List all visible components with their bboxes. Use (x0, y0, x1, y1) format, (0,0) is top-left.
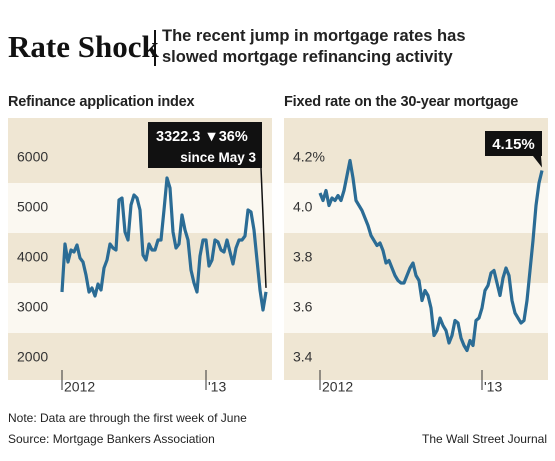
y-tick-label: 3000 (17, 299, 48, 315)
y-tick-label: 4000 (17, 249, 48, 265)
y-tick-label: 4.0 (293, 199, 313, 215)
x-tick-label: '13 (208, 379, 226, 395)
y-tick-label: 3.6 (293, 299, 313, 315)
annotation-pointer (533, 156, 542, 168)
y-tick-label: 5000 (17, 199, 48, 215)
subtitle-line: slowed mortgage refinancing activity (162, 48, 453, 66)
annotation-text: 3322.3 ▼36% (156, 129, 248, 145)
annotation-pointer (260, 167, 267, 288)
y-tick-label: 2000 (17, 349, 48, 365)
annotation-box (485, 131, 542, 156)
chart-title: Fixed rate on the 30-year mortgage (284, 94, 518, 110)
source: Source: Mortgage Bankers Association (8, 432, 215, 446)
data-line (318, 158, 544, 353)
annotation-text: since May 3 (180, 150, 256, 165)
x-tick-label: '13 (484, 379, 502, 395)
note: Note: Data are through the first week of… (8, 411, 247, 425)
y-tick-label: 6000 (17, 149, 48, 165)
y-tick-label: 4.2% (293, 149, 325, 165)
annotation-text: 4.15% (492, 136, 535, 153)
band (8, 283, 272, 333)
y-tick-label: 3.4 (293, 349, 313, 365)
annotation-box (148, 122, 262, 168)
chart-title: Refinance application index (8, 94, 194, 110)
plot-background (284, 118, 548, 380)
x-tick-label: 2012 (322, 379, 353, 395)
x-tick-label: 2012 (64, 379, 95, 395)
page-title: Rate Shock (8, 29, 159, 64)
y-tick-label: 3.8 (293, 249, 313, 265)
credit: The Wall Street Journal (422, 432, 547, 446)
subtitle-line: The recent jump in mortgage rates has (162, 27, 466, 45)
band (284, 183, 548, 233)
band (284, 283, 548, 333)
data-line (60, 176, 268, 312)
